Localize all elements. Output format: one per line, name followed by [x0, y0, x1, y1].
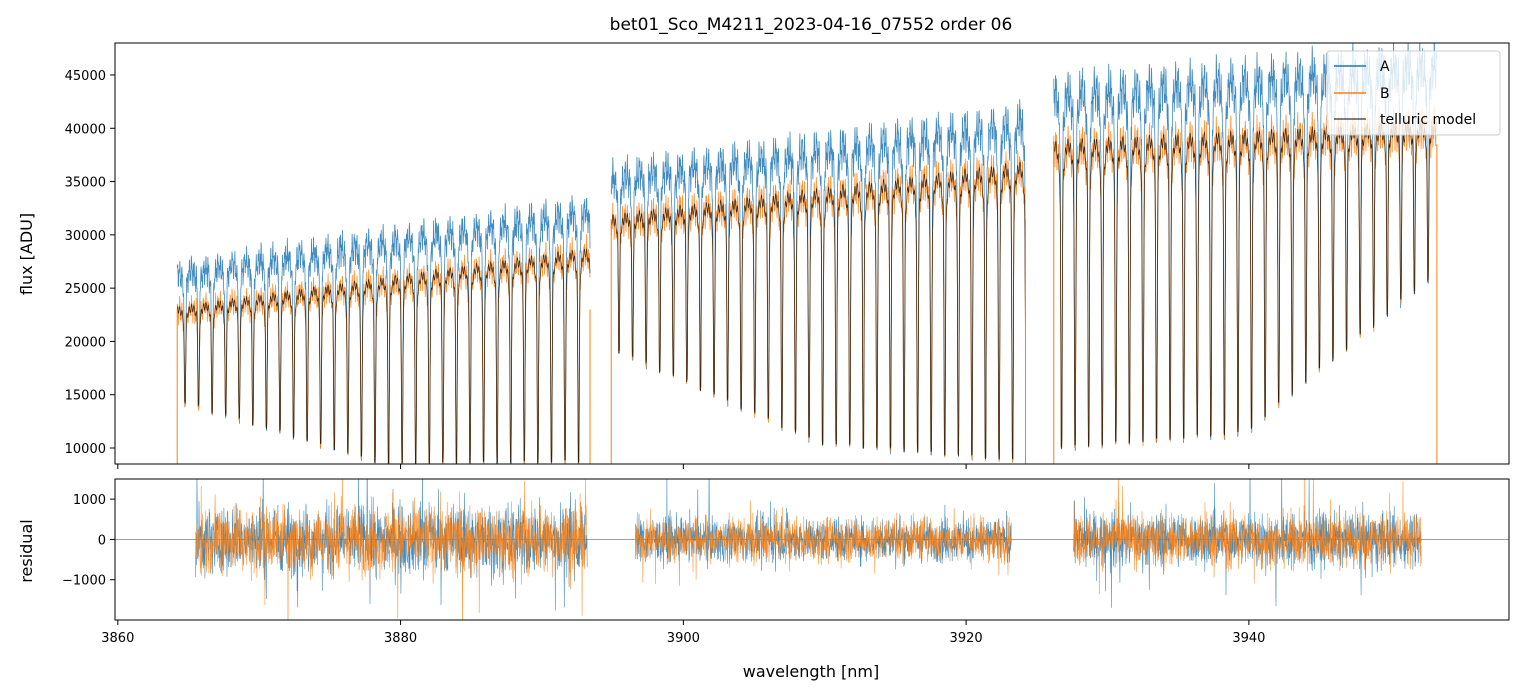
telluric-model-line	[1053, 120, 1438, 449]
flux-axes: 10000 15000 20000 25000 30000 35000 40000 45000…	[17, 42, 1510, 469]
series-a-line	[610, 99, 1026, 463]
chart-title: bet01_Sco_M4211_2023-04-16_07552 order 0…	[610, 15, 1013, 35]
residual-y-tick-label: 1000	[73, 493, 106, 508]
flux-y-tick-label: 20000	[65, 335, 106, 350]
flux-y-tick-label: 10000	[65, 442, 106, 457]
flux-y-ticks: 10000 15000 20000 25000 30000 35000 40000 45000	[65, 69, 115, 457]
residual-a-line	[635, 479, 1012, 572]
flux-y-tick-label: 15000	[65, 389, 106, 404]
legend: A B telluric model	[1326, 50, 1501, 136]
xlabel: wavelength [nm]	[743, 662, 880, 681]
residual-y-tick-label: 0	[98, 533, 106, 548]
residual-x-ticks: 3860 3880 3900 3920 3940	[101, 620, 1265, 646]
telluric-model-line	[177, 248, 591, 464]
residual-b-line	[195, 479, 588, 620]
residual-x-tick-label: 3900	[667, 631, 700, 646]
residual-x-tick-label: 3860	[101, 631, 134, 646]
residual-x-tick-label: 3920	[950, 631, 983, 646]
residual-ylabel: residual	[17, 519, 36, 582]
flux-y-tick-label: 35000	[65, 176, 106, 191]
flux-y-tick-label: 25000	[65, 282, 106, 297]
residual-b-line	[1073, 479, 1422, 599]
flux-ylabel: flux [ADU]	[17, 213, 36, 295]
flux-x-ticks	[117, 464, 1250, 469]
residual-plot-area	[115, 479, 1509, 620]
legend-label-telluric: telluric model	[1380, 112, 1476, 128]
flux-axes-frame	[114, 42, 1510, 465]
residual-axes-frame	[114, 478, 1510, 621]
flux-plot-area	[176, 43, 1438, 464]
residual-y-tick-label: −1000	[62, 574, 106, 589]
residual-y-ticks: −1000 0 1000	[62, 493, 115, 589]
residual-axes: −1000 0 1000 3860 3880 3900 3920 3940 residual…	[17, 478, 1510, 681]
legend-label-b: B	[1380, 86, 1390, 102]
telluric-model-line	[610, 161, 1026, 460]
flux-y-tick-label: 40000	[65, 122, 106, 137]
series-a-line	[176, 195, 591, 464]
residual-x-tick-label: 3880	[384, 631, 417, 646]
series-b-line	[1053, 106, 1438, 450]
residual-b-line	[635, 500, 1012, 586]
flux-y-tick-label: 30000	[65, 229, 106, 244]
legend-box	[1326, 50, 1501, 136]
legend-label-a: A	[1380, 59, 1390, 75]
residual-x-tick-label: 3940	[1232, 631, 1265, 646]
flux-y-tick-label: 45000	[65, 69, 106, 84]
